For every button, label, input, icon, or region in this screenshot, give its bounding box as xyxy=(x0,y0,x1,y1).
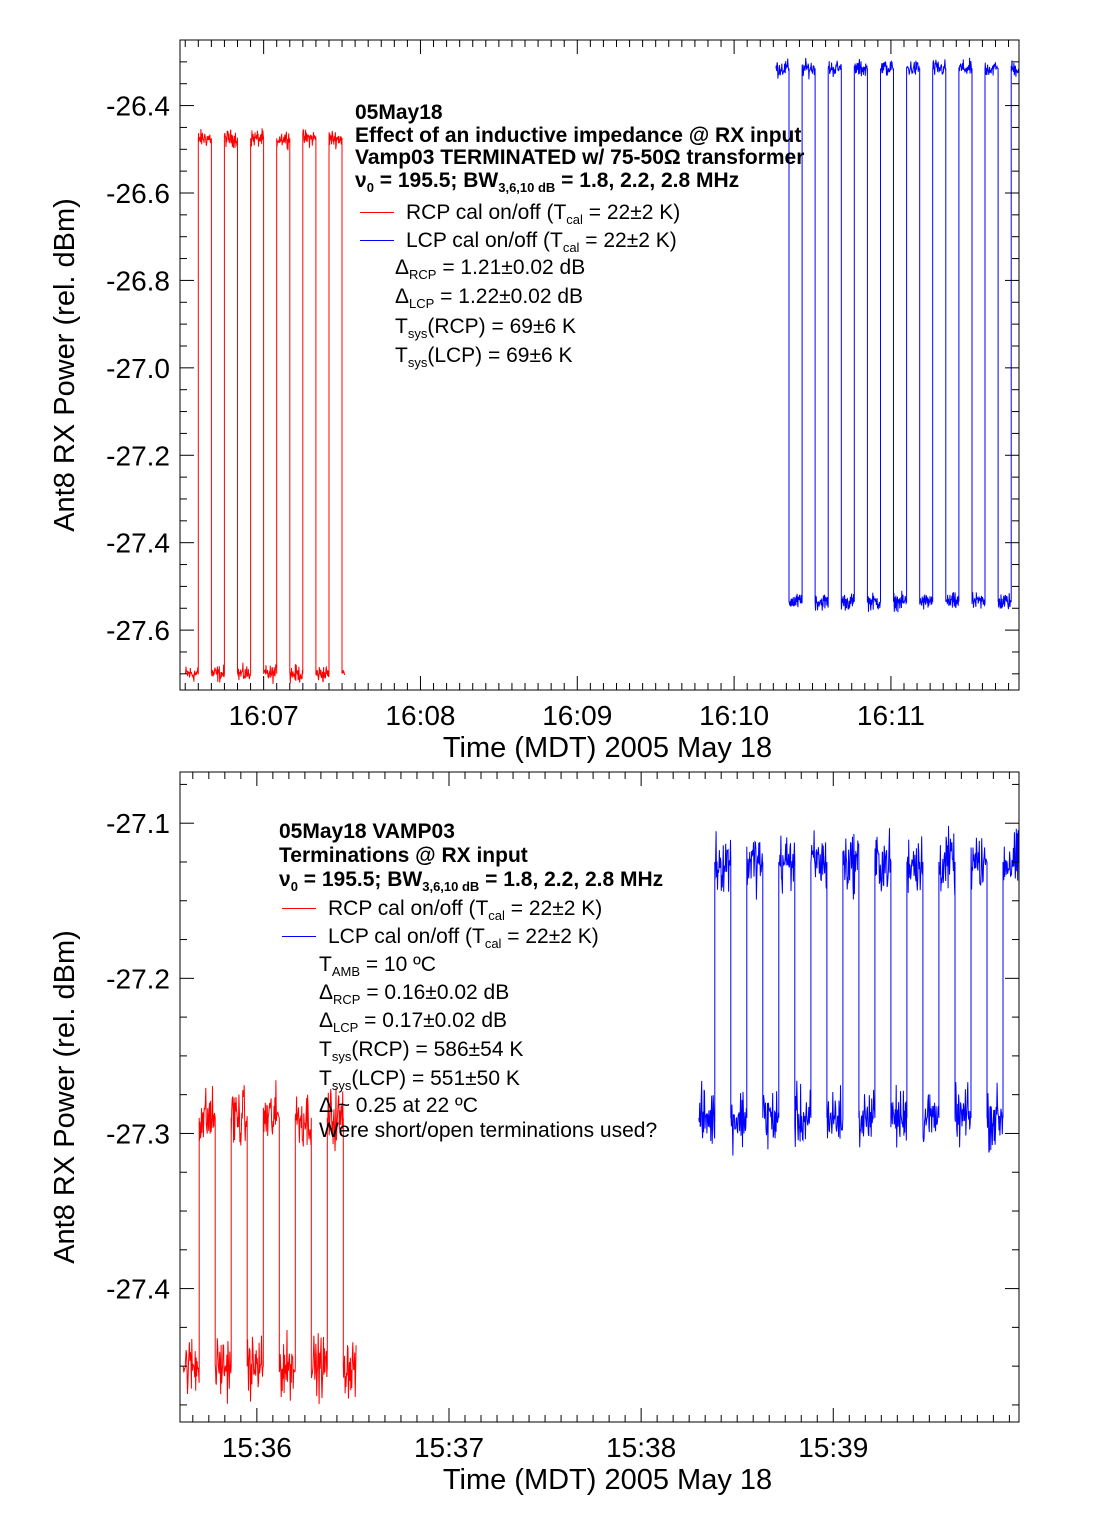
y-tick-label: -27.0 xyxy=(106,353,170,384)
y-axis-label: Ant8 RX Power (rel. dBm) xyxy=(49,930,81,1264)
x-tick-label: 16:11 xyxy=(857,700,925,731)
plot-frame xyxy=(179,771,1020,1423)
delta-note: Δ ~ 0.25 at 22 ºC xyxy=(319,1094,478,1117)
bottom-title-terminations: Terminations @ RX input xyxy=(279,844,528,867)
x-tick-label: 15:36 xyxy=(222,1432,292,1463)
series-rcp-line xyxy=(182,1080,357,1405)
delta-rcp: ΔRCP = 1.21±0.02 dB xyxy=(395,256,586,282)
top-title-effect: Effect of an inductive impedance @ RX in… xyxy=(355,124,802,147)
tsys-rcp: Tsys(RCP) = 69±6 K xyxy=(395,315,576,341)
y-tick-label: -27.4 xyxy=(106,1274,170,1305)
legend-rcp-swatch xyxy=(282,908,316,909)
x-tick-label: 16:08 xyxy=(385,700,455,731)
x-tick-label: 16:07 xyxy=(229,700,299,731)
t-amb: TAMB = 10 ºC xyxy=(319,953,436,979)
x-axis-label: Time (MDT) 2005 May 18 xyxy=(443,732,772,764)
x-tick-label: 16:10 xyxy=(699,700,769,731)
top-bandwidth-line: ν0 = 195.5; BW3,6,10 dB = 1.8, 2.2, 2.8 … xyxy=(355,169,740,195)
y-tick-label: -26.4 xyxy=(106,91,170,122)
y-tick-label: -27.3 xyxy=(106,1118,170,1149)
x-tick-label: 15:37 xyxy=(414,1432,484,1463)
y-tick-label: -26.8 xyxy=(106,265,170,296)
legend-lcp: LCP cal on/off (Tcal = 22±2 K) xyxy=(282,926,599,950)
series-lcp-line xyxy=(775,57,1020,613)
x-tick-label: 16:09 xyxy=(542,700,612,731)
legend-rcp-swatch xyxy=(360,212,394,213)
y-tick-label: -27.2 xyxy=(106,963,170,994)
delta-lcp: ΔLCP = 1.22±0.02 dB xyxy=(395,285,584,311)
y-axis-label: Ant8 RX Power (rel. dBm) xyxy=(49,198,81,532)
bottom-bandwidth-line: ν0 = 195.5; BW3,6,10 dB = 1.8, 2.2, 2.8 … xyxy=(279,868,664,894)
legend-rcp: RCP cal on/off (Tcal = 22±2 K) xyxy=(282,898,602,922)
top-title-vamp: Vamp03 TERMINATED w/ 75-50Ω transformer xyxy=(355,146,805,169)
plot-frame xyxy=(179,39,1020,691)
y-tick-label: -27.4 xyxy=(106,528,170,559)
legend-lcp-swatch xyxy=(360,240,394,241)
x-tick-label: 15:39 xyxy=(798,1432,868,1463)
tsys-rcp: Tsys(RCP) = 586±54 K xyxy=(319,1038,524,1064)
delta-lcp: ΔLCP = 0.17±0.02 dB xyxy=(319,1009,508,1035)
tsys-lcp: Tsys(LCP) = 551±50 K xyxy=(319,1067,520,1093)
y-tick-label: -27.6 xyxy=(106,615,170,646)
y-tick-label: -26.6 xyxy=(106,178,170,209)
y-tick-label: -27.1 xyxy=(106,808,170,839)
legend-rcp: RCP cal on/off (Tcal = 22±2 K) xyxy=(360,202,680,226)
tsys-lcp: Tsys(LCP) = 69±6 K xyxy=(395,344,573,370)
question-note: Were short/open terminations used? xyxy=(319,1119,658,1142)
y-tick-label: -27.2 xyxy=(106,440,170,471)
x-tick-label: 15:38 xyxy=(606,1432,676,1463)
series-lcp-line xyxy=(698,825,1020,1156)
legend-lcp-swatch xyxy=(282,936,316,937)
bottom-title-date: 05May18 VAMP03 xyxy=(279,820,455,843)
legend-lcp: LCP cal on/off (Tcal = 22±2 K) xyxy=(360,230,677,254)
delta-rcp: ΔRCP = 0.16±0.02 dB xyxy=(319,981,510,1007)
x-axis-label: Time (MDT) 2005 May 18 xyxy=(443,1464,772,1496)
series-rcp-line xyxy=(184,128,346,684)
top-title-date: 05May18 xyxy=(355,101,443,124)
